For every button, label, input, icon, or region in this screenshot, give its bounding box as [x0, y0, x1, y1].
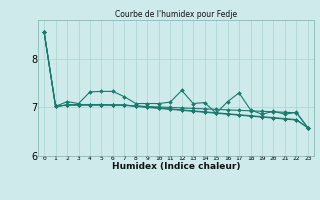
Title: Courbe de l'humidex pour Fedje: Courbe de l'humidex pour Fedje [115, 10, 237, 19]
X-axis label: Humidex (Indice chaleur): Humidex (Indice chaleur) [112, 162, 240, 171]
